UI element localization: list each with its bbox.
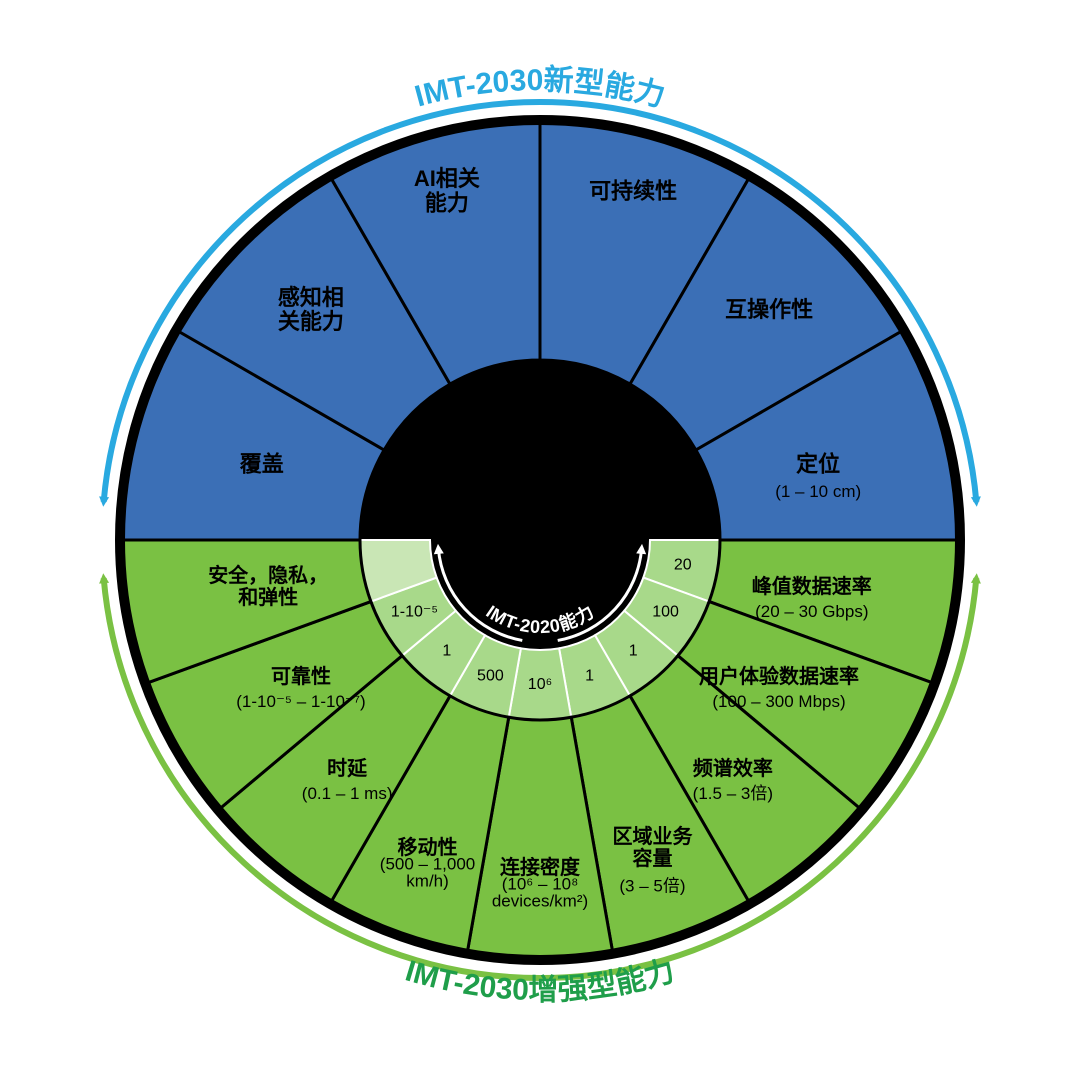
bottom-sub: (100 – 300 Mbps)	[712, 693, 845, 712]
inner-value: 1	[629, 642, 638, 659]
bottom-label: 频谱效率	[693, 756, 773, 780]
top-label: 互操作性	[725, 297, 813, 322]
bottom-label: 用户体验数据速率	[699, 664, 859, 688]
bottom-sub: (1.5 – 3倍)	[693, 784, 773, 803]
top-label: 可持续性	[589, 178, 677, 203]
bottom-label: 可靠性	[271, 665, 331, 688]
bottom-label: 时延	[327, 756, 368, 780]
bottom-sub: (10⁶ – 10⁸devices/km²)	[492, 875, 588, 911]
inner-value: 1-10⁻⁵	[391, 604, 438, 621]
inner-value: 100	[652, 604, 679, 621]
top-label: 覆盖	[239, 451, 284, 476]
inner-value: 20	[674, 556, 692, 573]
bottom-sub: (20 – 30 Gbps)	[755, 603, 868, 622]
inner-value: 1	[442, 642, 451, 659]
inner-value: 1	[585, 667, 594, 684]
top-label: 感知相关能力	[278, 285, 344, 334]
bottom-sub: (0.1 – 1 ms)	[302, 784, 393, 803]
top-sub: (1 – 10 cm)	[775, 482, 861, 501]
inner-value: 10⁶	[528, 676, 552, 693]
top-title: IMT-2030新型能力	[411, 64, 668, 114]
bottom-sub: (3 – 5倍)	[619, 877, 685, 896]
bottom-label: 峰值数据速率	[752, 574, 872, 598]
bottom-sub: (1-10⁻⁵ – 1-10⁻⁷)	[236, 693, 365, 712]
top-label: 定位	[796, 451, 840, 476]
inner-value: 500	[477, 667, 504, 684]
